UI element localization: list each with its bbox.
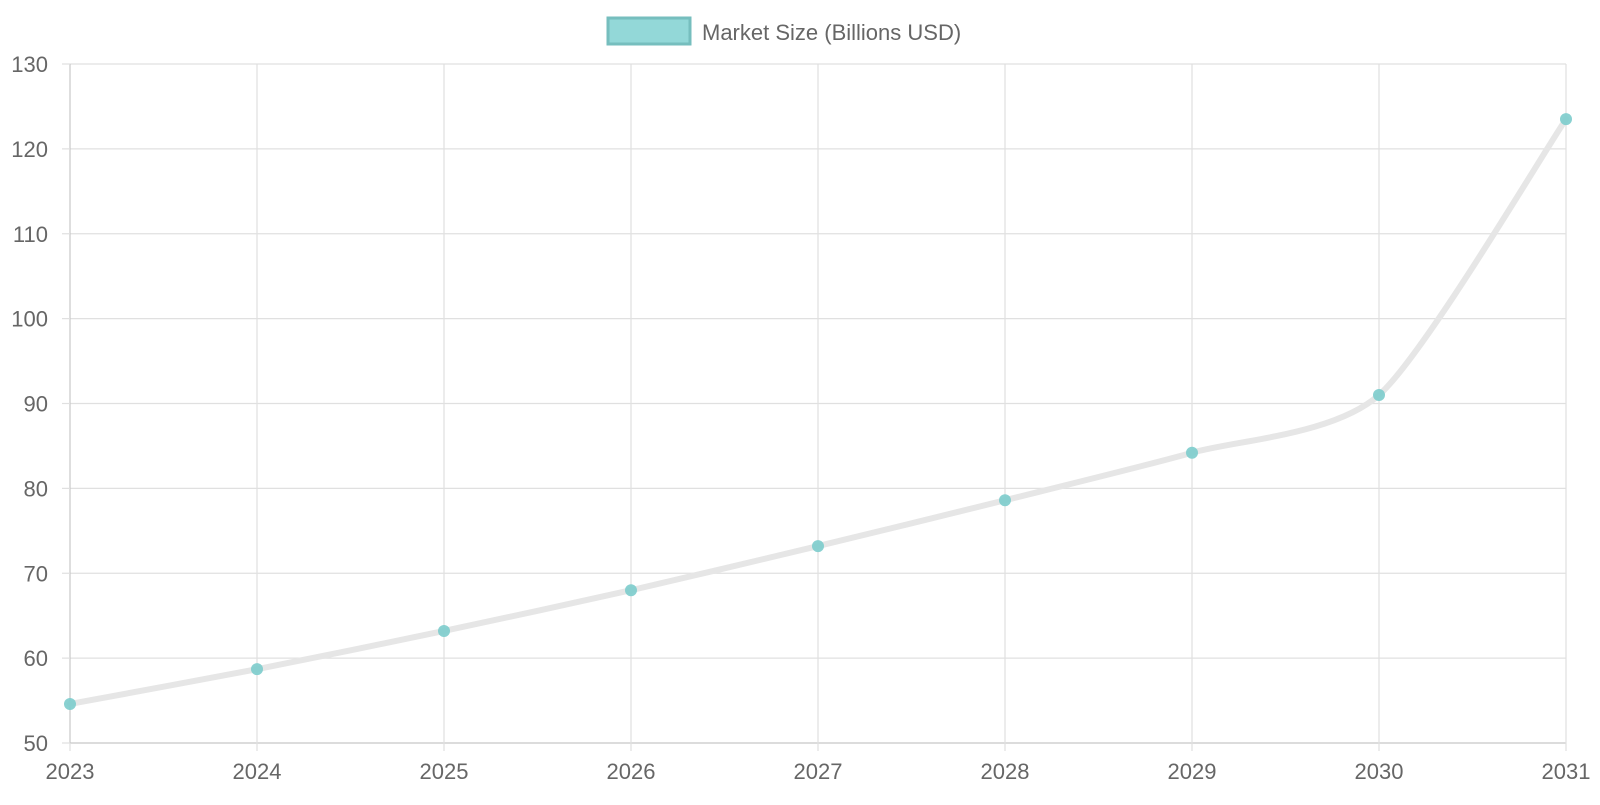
grid <box>69 63 1567 744</box>
x-tick-label: 2028 <box>981 759 1030 784</box>
y-tick-label: 80 <box>24 476 48 501</box>
x-tick-label: 2023 <box>46 759 95 784</box>
data-point[interactable] <box>1373 389 1385 402</box>
data-point[interactable] <box>812 540 824 553</box>
data-point[interactable] <box>1186 446 1198 459</box>
y-tick-label: 70 <box>24 561 48 586</box>
x-tick-label: 2024 <box>233 759 282 784</box>
data-point[interactable] <box>999 494 1011 507</box>
data-point[interactable] <box>251 663 263 676</box>
x-tick-label: 2026 <box>607 759 656 784</box>
legend-swatch <box>606 16 692 46</box>
data-point[interactable] <box>625 584 637 597</box>
y-tick-label: 110 <box>13 222 48 247</box>
series-point-layer <box>64 113 1572 710</box>
y-tick-label: 130 <box>11 52 48 77</box>
x-tick-label: 2031 <box>1542 759 1591 784</box>
axes: 50 60 70 80 90 100 110 120 130 2023 2024 2025 2026 20… <box>11 52 1590 784</box>
x-tick-label: 2029 <box>1168 759 1217 784</box>
y-tick-label: 60 <box>24 646 48 671</box>
y-tick-label: 120 <box>11 137 48 162</box>
y-tick-label: 50 <box>24 731 48 756</box>
legend[interactable]: Market Size (Billions USD) <box>606 16 961 46</box>
data-point[interactable] <box>1560 113 1572 126</box>
legend-label: Market Size (Billions USD) <box>702 20 961 45</box>
data-point[interactable] <box>438 624 450 637</box>
x-tick-label: 2027 <box>794 759 843 784</box>
x-tick-label: 2025 <box>420 759 469 784</box>
y-tick-label: 100 <box>11 307 48 332</box>
data-point[interactable] <box>64 697 76 710</box>
x-tick-label: 2030 <box>1355 759 1404 784</box>
y-tick-label: 90 <box>24 392 48 417</box>
